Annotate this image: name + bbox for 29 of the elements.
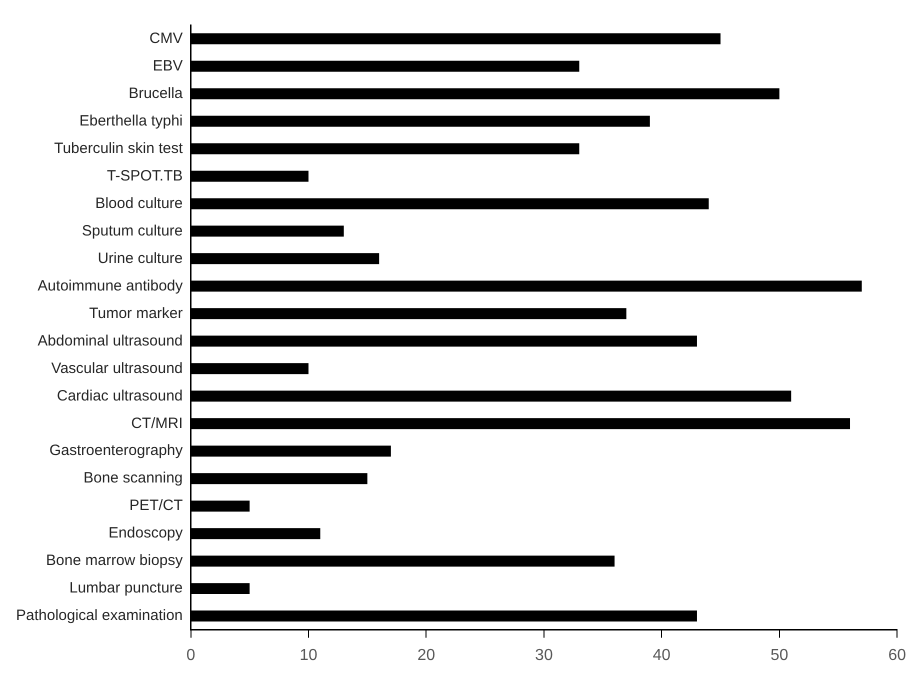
x-tick-label: 40 [652,646,671,664]
y-tick-label: T-SPOT.TB [106,167,183,184]
y-tick-label: Eberthella typhi [79,112,183,130]
y-tick-label: EBV [152,57,183,74]
x-tick-label: 30 [535,646,553,664]
y-tick-label: Endoscopy [108,524,184,542]
y-tick-label: Autoimmune antibody [38,277,184,294]
x-tick-label: 20 [417,646,436,664]
y-tick-label: Abdominal ultrasound [38,332,183,350]
y-tick-label: CT/MRI [131,414,183,432]
y-tick-label: Pathological examination [16,607,183,624]
y-tick-label: Lumbar puncture [69,580,183,597]
x-tick-label: 60 [888,646,906,664]
y-tick-label: Brucella [128,84,184,102]
y-tick-label: Blood culture [95,194,183,212]
x-tick-label: 0 [186,646,196,664]
y-tick-label: Urine culture [98,250,183,267]
y-tick-label: Sputum culture [82,222,183,240]
y-tick-label: Bone scanning [84,470,183,487]
y-tick-label: Vascular ultrasound [51,360,183,377]
y-tick-label: PET/CT [129,497,183,514]
y-tick-label: Tuberculin skin test [54,140,184,157]
y-tick-label: CMV [149,30,183,47]
x-tick-label: 50 [770,646,788,664]
y-tick-label: Bone marrow biopsy [46,552,184,570]
y-tick-label: Gastroenterography [49,442,184,460]
y-tick-label: Tumor marker [89,304,183,322]
y-tick-label: Cardiac ultrasound [56,387,183,404]
x-tick-label: 10 [300,646,318,664]
